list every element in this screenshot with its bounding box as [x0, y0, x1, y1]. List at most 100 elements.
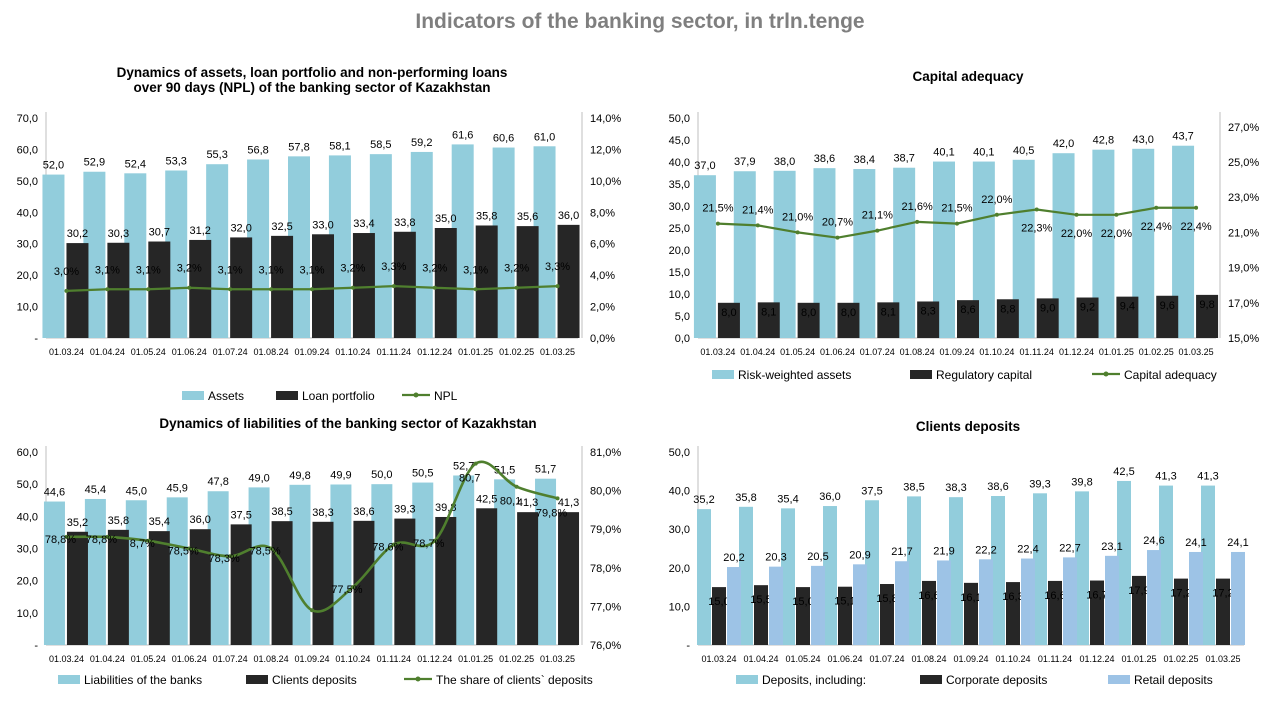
y-tick-left: 40,0 [669, 486, 690, 498]
line-label: 3,2% [340, 263, 365, 275]
line-point [555, 496, 560, 501]
line-point [432, 285, 437, 290]
y-tick-left: 10,0 [17, 302, 38, 314]
bar-dark [435, 516, 457, 645]
bar-light [1132, 148, 1155, 338]
bar-light [893, 167, 916, 338]
data-label: 17,9 [1128, 585, 1149, 597]
x-tick-label: 01.11.24 [377, 347, 411, 357]
line-point [1154, 205, 1159, 210]
y-tick-right: 21,0% [1228, 227, 1259, 239]
line-label: 3,1% [463, 264, 488, 276]
bar-dark [271, 235, 294, 338]
line-label: 3,3% [381, 261, 406, 273]
y-tick-right: 27,0% [1228, 122, 1259, 134]
line-point [105, 534, 110, 539]
x-tick-label: 01.07.24 [213, 347, 248, 357]
bar-dark [880, 584, 894, 645]
data-label: 60,6 [493, 133, 514, 145]
bar-dark [434, 228, 457, 338]
bar-retail [1231, 551, 1245, 645]
line-label: 22,4% [1141, 221, 1172, 233]
line-point [187, 285, 192, 290]
y-tick-left: 50,0 [669, 447, 690, 459]
x-tick-label: 01.09.24 [953, 654, 988, 664]
bar-light [949, 497, 963, 645]
bar-light [933, 161, 955, 338]
bar-light [991, 496, 1005, 645]
data-label: 36,0 [558, 210, 579, 222]
bar-light [125, 500, 147, 645]
bar-dark [1036, 298, 1059, 338]
line-label: 78,5% [249, 546, 280, 558]
data-label: 35,0 [435, 213, 456, 225]
line-label: 80,1 [500, 496, 521, 508]
y-tick-right: 19,0% [1228, 263, 1259, 275]
bar-light [494, 479, 516, 645]
bar-dark [393, 231, 416, 338]
y-tick-left: 30,0 [669, 201, 690, 213]
data-label: 36,0 [190, 514, 211, 526]
data-label: 9,2 [1080, 302, 1095, 314]
x-tick-label: 01.05.24 [785, 654, 820, 664]
data-label: 61,0 [534, 131, 555, 143]
x-tick-label: 01.03.25 [540, 347, 575, 357]
line-label: 78,6% [372, 542, 403, 554]
data-label: 35,4 [149, 516, 170, 528]
bar-retail [769, 566, 783, 645]
bar-light [813, 168, 836, 338]
y-tick-right: 4,0% [590, 270, 615, 282]
line-point [1034, 207, 1039, 212]
bar-dark [516, 226, 539, 338]
data-label: 17,2 [1212, 588, 1233, 600]
line-label: 78,5% [168, 546, 199, 558]
line-label: 3,2% [504, 263, 529, 275]
data-label: 35,4 [777, 493, 798, 505]
data-label: 8,6 [960, 304, 975, 316]
y-tick-left: - [686, 640, 690, 652]
data-label: 31,2 [190, 225, 211, 237]
bar-dark [1216, 578, 1230, 645]
line-point [310, 287, 314, 292]
bar-dark [476, 508, 498, 645]
bar-dark [517, 512, 539, 645]
line-point [555, 284, 560, 289]
bar-light [207, 491, 229, 645]
x-tick-label: 01.03.24 [701, 654, 736, 664]
x-tick-label: 01.04.24 [90, 654, 125, 664]
data-label: 42,5 [476, 493, 497, 505]
y-tick-left: 50,0 [17, 479, 38, 491]
data-label: 16,6 [918, 590, 939, 602]
y-tick-right: 8,0% [590, 207, 615, 219]
y-tick-right: 77,0% [590, 601, 621, 613]
y-tick-left: 35,0 [669, 179, 690, 191]
bar-dark [838, 586, 852, 645]
x-tick-label: 01.12.24 [417, 347, 452, 357]
x-tick-label: 01.10.24 [335, 347, 370, 357]
bar-dark [189, 529, 211, 645]
bar-light [535, 478, 557, 645]
x-tick-label: 01.04.24 [740, 347, 775, 357]
bar-dark [754, 585, 768, 645]
line-point [994, 212, 999, 217]
bar-dark [1048, 580, 1062, 645]
line-point [269, 287, 274, 292]
y-tick-left: 40,0 [17, 207, 38, 219]
bar-retail [727, 567, 741, 645]
y-tick-right: 12,0% [590, 144, 621, 156]
legend-swatch-dark [910, 370, 932, 379]
data-label: 32,5 [271, 221, 292, 233]
x-tick-label: 01.12.24 [417, 654, 452, 664]
data-label: 16,7 [1086, 590, 1107, 602]
y-tick-left: 60,0 [17, 144, 38, 156]
line-point [514, 484, 519, 489]
line-point [514, 285, 519, 290]
legend-label: Assets [208, 389, 244, 403]
data-label: 24,6 [1143, 535, 1164, 547]
data-label: 20,3 [765, 552, 786, 564]
data-label: 30,2 [67, 228, 88, 240]
data-label: 22,4 [1017, 544, 1038, 556]
data-label: 41,3 [517, 497, 538, 509]
data-label: 39,8 [1071, 476, 1092, 488]
data-label: 58,5 [370, 139, 391, 151]
